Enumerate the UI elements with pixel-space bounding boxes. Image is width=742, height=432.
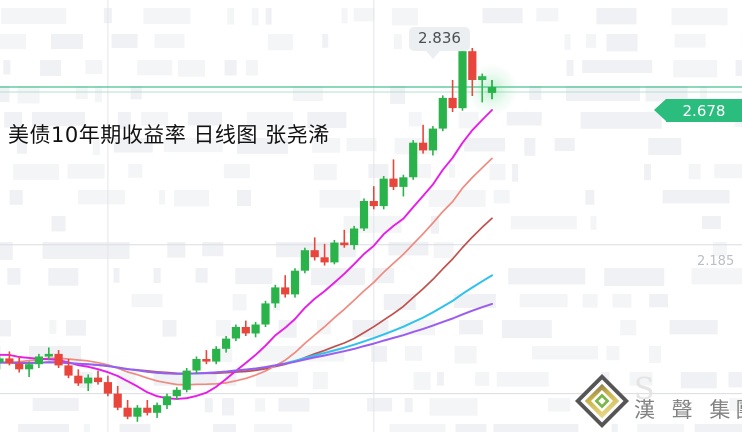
brand-name: 漢 聲 集團 bbox=[634, 398, 742, 422]
high-price-tooltip: 2.836 bbox=[409, 27, 470, 51]
diamond-logo-icon bbox=[575, 374, 629, 428]
last-price-tag: 2.678 bbox=[666, 99, 742, 122]
brand-ghost-letter: S bbox=[634, 372, 655, 407]
page-title: 美债10年期收益率 日线图 张尧浠 bbox=[8, 123, 330, 147]
brand-watermark: S 漢 聲 集團 bbox=[572, 372, 742, 432]
axis-tick-label: 2.185 bbox=[697, 254, 735, 269]
price-tag-arrow-icon bbox=[654, 99, 666, 121]
high-price-tooltip-arrow bbox=[426, 51, 440, 59]
